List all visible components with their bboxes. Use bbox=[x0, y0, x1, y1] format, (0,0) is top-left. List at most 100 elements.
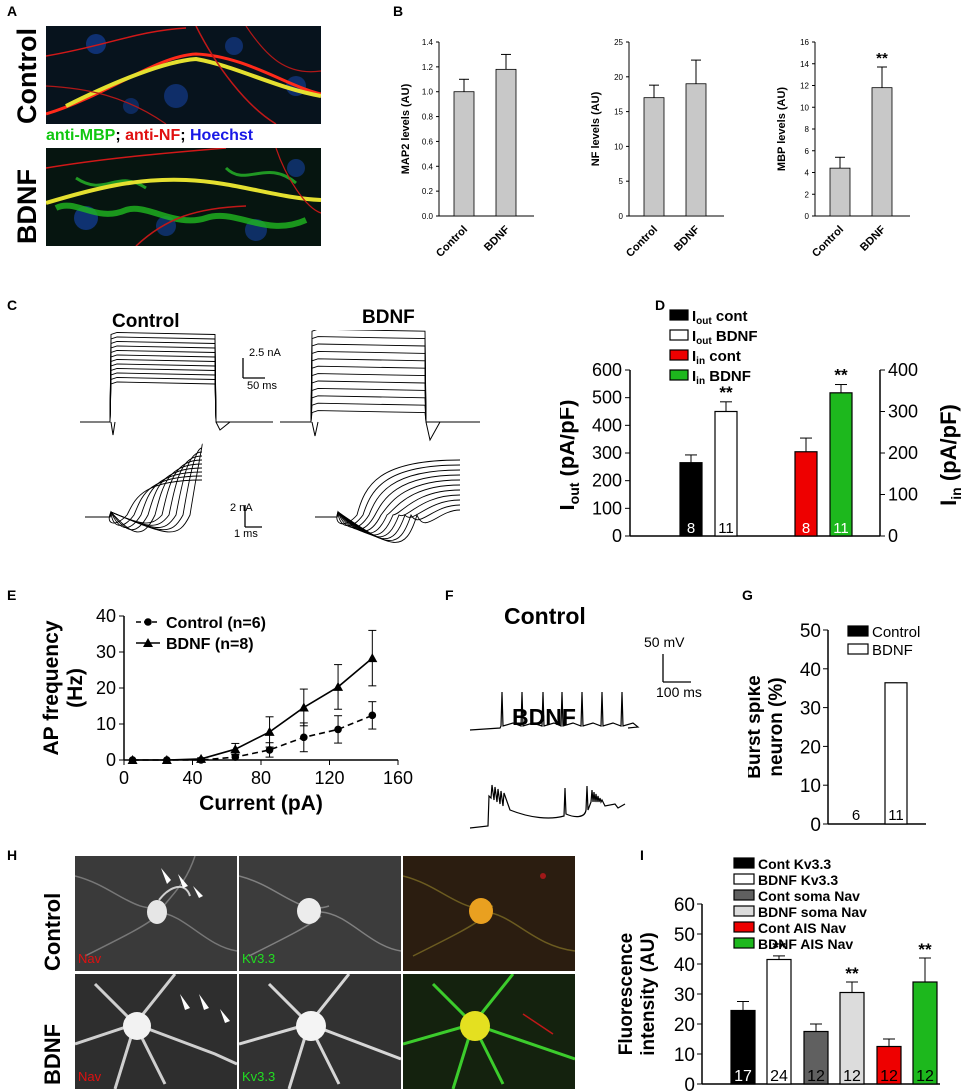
n-label: 12 bbox=[880, 1068, 898, 1085]
chart-i: 0 10 20 30 40 50 60 Fluorescence intensity (AU) C… bbox=[616, 856, 940, 1091]
kv-label: Kv3.3 bbox=[242, 951, 276, 966]
x-tick-label: 40 bbox=[182, 768, 202, 788]
current-trace bbox=[80, 345, 273, 423]
panel-label-c: C bbox=[7, 297, 18, 313]
stain-separator: ; bbox=[115, 127, 121, 144]
legend-label: BDNF bbox=[872, 642, 913, 659]
current-trace bbox=[80, 372, 273, 423]
y-tick-label: 0.4 bbox=[422, 162, 434, 171]
data-point bbox=[127, 755, 138, 764]
bar bbox=[679, 462, 703, 537]
legend-label: Iout cont bbox=[692, 308, 748, 327]
micrograph-a-bdnf bbox=[46, 148, 321, 246]
legend-label: Cont AIS Nav bbox=[758, 920, 846, 936]
y-tick-label: 40 bbox=[674, 955, 695, 976]
y-axis-label: Burst spike bbox=[748, 675, 765, 778]
micrograph-h-control-kv: Kv3.3 bbox=[239, 856, 401, 971]
current-trace bbox=[280, 343, 480, 423]
scale-bar-top bbox=[242, 358, 265, 379]
bar bbox=[794, 451, 818, 537]
current-trace bbox=[80, 336, 273, 423]
legend-label: Cont Kv3.3 bbox=[758, 856, 831, 872]
sodium-trace bbox=[315, 469, 461, 528]
chart-b-mbp: 0 2 4 6 8 10 12 14 16 MBP levels (AU) Control ** BDN… bbox=[776, 38, 910, 260]
n-label: 6 bbox=[852, 807, 860, 824]
current-trace bbox=[280, 395, 480, 423]
y-tick-label-right: 0 bbox=[888, 526, 898, 546]
sodium-trace bbox=[85, 447, 203, 531]
y-tick-label: 200 bbox=[592, 471, 622, 491]
y-axis-label: neuron (%) bbox=[766, 677, 787, 776]
y-tick-label: 10 bbox=[674, 1045, 695, 1066]
data-point bbox=[300, 733, 308, 742]
y-tick-label: 10 bbox=[614, 142, 623, 151]
y-axis-label: AP frequency bbox=[40, 620, 63, 755]
bar bbox=[829, 167, 851, 217]
legend-swatch bbox=[733, 921, 755, 933]
y-tick-label: 500 bbox=[592, 388, 622, 408]
legend-label: BDNF soma Nav bbox=[758, 904, 867, 920]
n-label: 11 bbox=[833, 520, 849, 537]
sodium-trace bbox=[85, 443, 203, 533]
current-trace bbox=[80, 381, 273, 423]
y-tick-label: 14 bbox=[800, 60, 809, 69]
scale-top-x: 50 ms bbox=[247, 380, 277, 392]
y-tick-label: 5 bbox=[619, 177, 624, 186]
x-tick-label: Control bbox=[624, 224, 660, 260]
current-trace bbox=[80, 341, 273, 423]
y-tick-label: 0 bbox=[106, 750, 116, 770]
y-axis-label-right: Iin (pA/pF) bbox=[936, 404, 964, 506]
legend-swatch bbox=[669, 349, 689, 361]
y-tick-label: 0.0 bbox=[422, 212, 434, 221]
scale-top-y: 2.5 nA bbox=[249, 347, 281, 359]
current-trace bbox=[280, 387, 480, 423]
y-tick-label: 0 bbox=[619, 212, 624, 221]
current-trace bbox=[311, 421, 441, 442]
x-tick-label: BDNF bbox=[858, 223, 888, 253]
n-label: 12 bbox=[843, 1068, 861, 1085]
scale-bot-y: 2 nA bbox=[230, 502, 253, 514]
series-line bbox=[132, 657, 373, 761]
current-trace bbox=[110, 421, 231, 436]
y-tick-label: 0 bbox=[612, 526, 622, 546]
panel-g-chart: 0 10 20 30 40 50 Burst spike neuron (%) ControlB… bbox=[748, 621, 926, 836]
y-tick-label: 2 bbox=[805, 190, 810, 199]
sodium-trace bbox=[315, 489, 461, 536]
legend-label: Iin BDNF bbox=[692, 368, 751, 387]
voltage-traces bbox=[469, 691, 640, 829]
y-axis-label: NF levels (AU) bbox=[590, 91, 602, 166]
kv-label: Kv3.3 bbox=[242, 1069, 276, 1084]
current-trace bbox=[80, 359, 273, 423]
y-tick-label: 40 bbox=[96, 606, 116, 626]
sodium-trace bbox=[315, 484, 461, 534]
panel-label-b: B bbox=[393, 3, 404, 19]
scale-bar-f bbox=[662, 654, 691, 683]
series-line bbox=[132, 714, 373, 761]
data-point bbox=[334, 725, 342, 734]
legend-label: BDNF Kv3.3 bbox=[758, 872, 838, 888]
x-tick-label: 80 bbox=[251, 768, 271, 788]
sodium-trace bbox=[315, 509, 461, 543]
y-axis-label: MAP2 levels (AU) bbox=[400, 83, 412, 174]
bar bbox=[766, 958, 792, 1085]
y-tick-label: 4 bbox=[805, 169, 810, 178]
panel-a-stain-legend: anti-MBP; anti-NF; Hoechst bbox=[46, 127, 253, 145]
sodium-trace bbox=[315, 459, 461, 525]
y-tick-label-right: 400 bbox=[888, 360, 918, 380]
y-tick-label: 0.8 bbox=[422, 113, 434, 122]
panel-c-bdnf-title: BDNF bbox=[362, 307, 415, 328]
y-tick-label: 12 bbox=[800, 82, 809, 91]
y-tick-label: 0.2 bbox=[422, 187, 434, 196]
panel-label-e: E bbox=[7, 587, 17, 603]
sodium-trace bbox=[85, 463, 203, 533]
x-tick-label: 120 bbox=[314, 768, 344, 788]
significance-label: ** bbox=[834, 366, 848, 385]
legend-label: Iout BDNF bbox=[692, 328, 758, 347]
micrograph-h-bdnf-merge bbox=[403, 974, 575, 1089]
panel-i-chart: 0 10 20 30 40 50 60 Fluorescence intensity (AU) C… bbox=[616, 856, 940, 1091]
bar bbox=[495, 68, 517, 217]
y-tick-label: 400 bbox=[592, 415, 622, 435]
bar bbox=[871, 87, 893, 217]
